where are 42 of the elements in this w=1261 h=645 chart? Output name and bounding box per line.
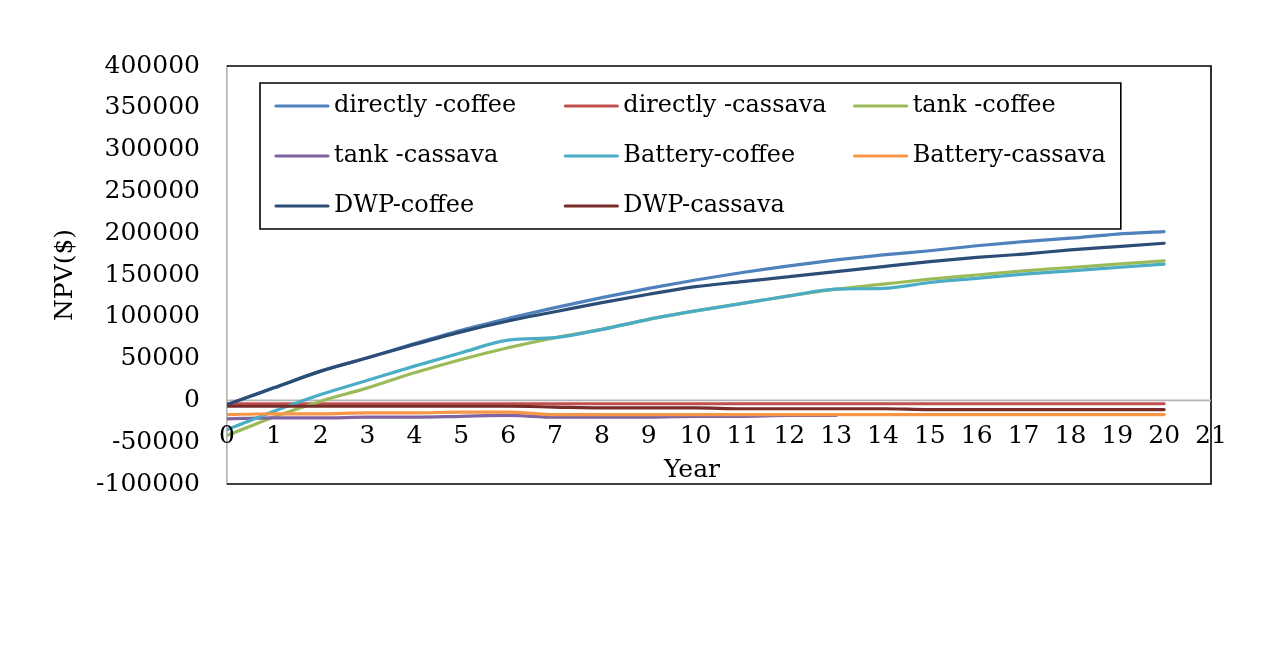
y-tick-label: -100000 [96, 467, 200, 497]
y-tick-label: 400000 [104, 49, 200, 79]
y-tick-label: 350000 [104, 91, 200, 121]
legend-label: DWP-cassava [623, 190, 785, 219]
y-tick-label: 0 [184, 383, 200, 413]
x-tick-label: 8 [593, 419, 610, 449]
x-tick-label: 4 [406, 419, 423, 449]
legend-label: tank -coffee [912, 90, 1056, 119]
x-tick-label: 5 [453, 419, 470, 449]
y-axis-title: NPV($) [48, 228, 78, 322]
x-tick-label: 7 [547, 419, 563, 449]
x-tick-label: 3 [359, 419, 376, 449]
y-tick-label: 250000 [104, 174, 200, 204]
legend-label: directly -coffee [334, 90, 517, 119]
legend-label: directly -cassava [623, 90, 827, 119]
y-tick-label: 100000 [104, 300, 200, 330]
x-tick-label: 0 [219, 419, 235, 449]
x-tick-label: 14 [867, 419, 899, 449]
legend-label: Battery-coffee [623, 140, 796, 169]
y-tick-label: 150000 [104, 258, 200, 288]
x-tick-label: 9 [640, 419, 657, 449]
x-tick-label: 20 [1148, 419, 1181, 449]
x-tick-label: 11 [726, 419, 759, 449]
x-tick-label: 19 [1101, 419, 1134, 449]
legend-label: DWP-coffee [334, 190, 475, 219]
legend-label: tank -cassava [334, 140, 499, 169]
y-tick-label: -50000 [112, 425, 200, 455]
x-tick-label: 16 [960, 419, 993, 449]
x-tick-label: 15 [913, 419, 946, 449]
legend-label: Battery-cassava [912, 140, 1106, 169]
x-axis-title: Year [663, 453, 721, 483]
x-tick-label: 6 [500, 419, 517, 449]
x-tick-label: 12 [773, 419, 806, 449]
x-tick-label: 18 [1054, 419, 1087, 449]
y-tick-label: 50000 [120, 342, 200, 372]
x-tick-label: 1 [265, 419, 282, 449]
x-tick-label: 2 [312, 419, 329, 449]
x-tick-label: 13 [820, 419, 853, 449]
x-tick-label: 10 [679, 419, 712, 449]
y-tick-label: 300000 [104, 133, 200, 163]
y-tick-label: 200000 [104, 216, 200, 246]
x-tick-label: 17 [1007, 419, 1040, 449]
